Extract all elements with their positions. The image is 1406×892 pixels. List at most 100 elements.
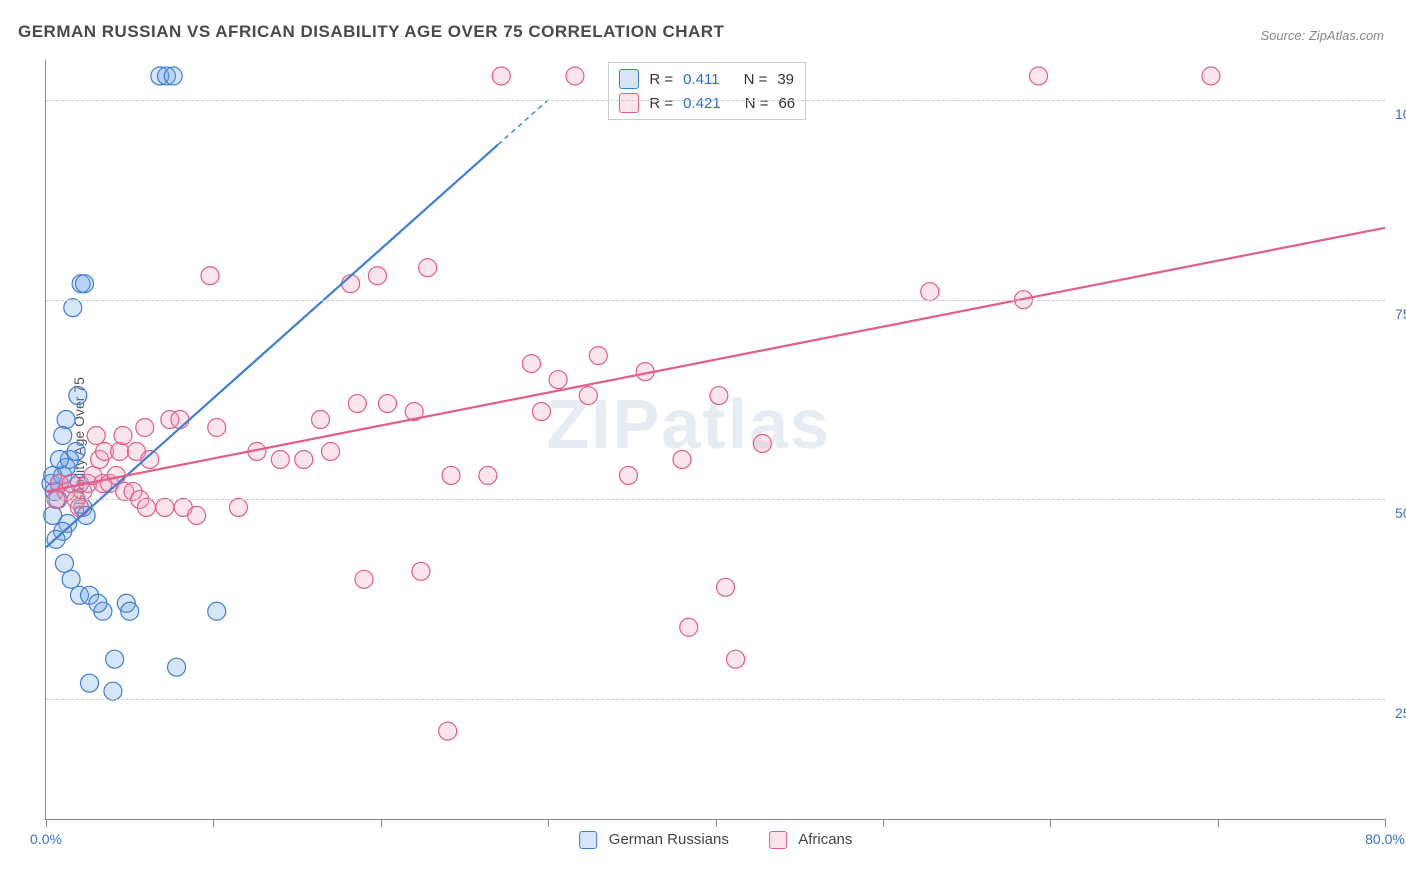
legend-swatch-pink <box>769 831 787 849</box>
data-point <box>311 411 329 429</box>
data-point <box>121 602 139 620</box>
stats-r-value: 0.411 <box>683 71 719 88</box>
plot-svg <box>46 60 1385 819</box>
x-tick <box>381 819 382 827</box>
data-point <box>67 442 85 460</box>
data-point <box>566 67 584 85</box>
gridline <box>46 100 1385 101</box>
data-point <box>81 674 99 692</box>
data-point <box>104 682 122 700</box>
x-tick-label: 80.0% <box>1365 831 1405 847</box>
stats-r-value: 0.421 <box>683 95 721 112</box>
gridline <box>46 300 1385 301</box>
stats-r-label: R = <box>649 95 673 112</box>
data-point <box>442 466 460 484</box>
data-point <box>156 498 174 516</box>
data-point <box>75 275 93 293</box>
data-point <box>1030 67 1048 85</box>
data-point <box>342 275 360 293</box>
data-point <box>348 395 366 413</box>
x-tick <box>716 819 717 827</box>
data-point <box>522 355 540 373</box>
data-point <box>114 427 132 445</box>
data-point <box>69 387 87 405</box>
legend-label-1: German Russians <box>609 831 729 848</box>
x-tick <box>1385 819 1386 827</box>
gridline <box>46 499 1385 500</box>
data-point <box>412 562 430 580</box>
data-point <box>479 466 497 484</box>
data-point <box>492 67 510 85</box>
stats-n-label: N = <box>745 95 769 112</box>
x-tick <box>548 819 549 827</box>
data-point <box>419 259 437 277</box>
x-tick <box>213 819 214 827</box>
y-tick-label: 25.0% <box>1395 705 1406 721</box>
data-point <box>201 267 219 285</box>
data-point <box>208 419 226 437</box>
data-point <box>368 267 386 285</box>
stats-n-value: 66 <box>778 95 795 112</box>
data-point <box>1202 67 1220 85</box>
data-point <box>171 411 189 429</box>
data-point <box>137 498 155 516</box>
stats-swatch-blue <box>619 69 639 89</box>
chart-title: GERMAN RUSSIAN VS AFRICAN DISABILITY AGE… <box>18 22 724 42</box>
data-point <box>64 299 82 317</box>
data-point <box>619 466 637 484</box>
stats-r-label: R = <box>649 71 673 88</box>
data-point <box>50 450 68 468</box>
trend-line <box>46 145 498 548</box>
data-point <box>673 450 691 468</box>
stats-n-value: 39 <box>777 71 794 88</box>
data-point <box>89 594 107 612</box>
data-point <box>355 570 373 588</box>
data-point <box>70 498 88 516</box>
stats-n-label: N = <box>744 71 768 88</box>
stats-row-2: R = 0.421 N = 66 <box>619 91 795 115</box>
data-point <box>921 283 939 301</box>
data-point <box>229 498 247 516</box>
data-point <box>87 427 105 445</box>
correlation-stats-box: R = 0.411 N = 39 R = 0.421 N = 66 <box>608 62 806 120</box>
data-point <box>680 618 698 636</box>
y-tick-label: 50.0% <box>1395 505 1406 521</box>
data-point <box>136 419 154 437</box>
data-point <box>727 650 745 668</box>
y-tick-label: 100.0% <box>1395 106 1406 122</box>
data-point <box>439 722 457 740</box>
data-point <box>549 371 567 389</box>
data-point <box>271 450 289 468</box>
data-point <box>710 387 728 405</box>
legend-label-2: Africans <box>798 831 852 848</box>
stats-row-1: R = 0.411 N = 39 <box>619 67 795 91</box>
data-point <box>62 570 80 588</box>
data-point <box>579 387 597 405</box>
data-point <box>378 395 396 413</box>
data-point <box>54 427 72 445</box>
trend-line <box>46 228 1385 492</box>
stats-swatch-pink <box>619 93 639 113</box>
data-point <box>164 67 182 85</box>
source-label: Source: ZipAtlas.com <box>1260 28 1384 43</box>
legend-item-1: German Russians <box>579 831 729 849</box>
data-point <box>322 442 340 460</box>
x-tick <box>1050 819 1051 827</box>
data-point <box>188 506 206 524</box>
data-point <box>753 434 771 452</box>
data-point <box>168 658 186 676</box>
x-tick-label: 0.0% <box>30 831 62 847</box>
trend-line-dashed <box>498 100 548 145</box>
y-tick-label: 75.0% <box>1395 306 1406 322</box>
data-point <box>532 403 550 421</box>
legend: German Russians Africans <box>579 831 853 849</box>
x-tick <box>883 819 884 827</box>
data-point <box>111 442 129 460</box>
data-point <box>589 347 607 365</box>
x-tick <box>1218 819 1219 827</box>
data-point <box>295 450 313 468</box>
data-point <box>717 578 735 596</box>
data-point <box>208 602 226 620</box>
gridline <box>46 699 1385 700</box>
legend-item-2: Africans <box>769 831 853 849</box>
